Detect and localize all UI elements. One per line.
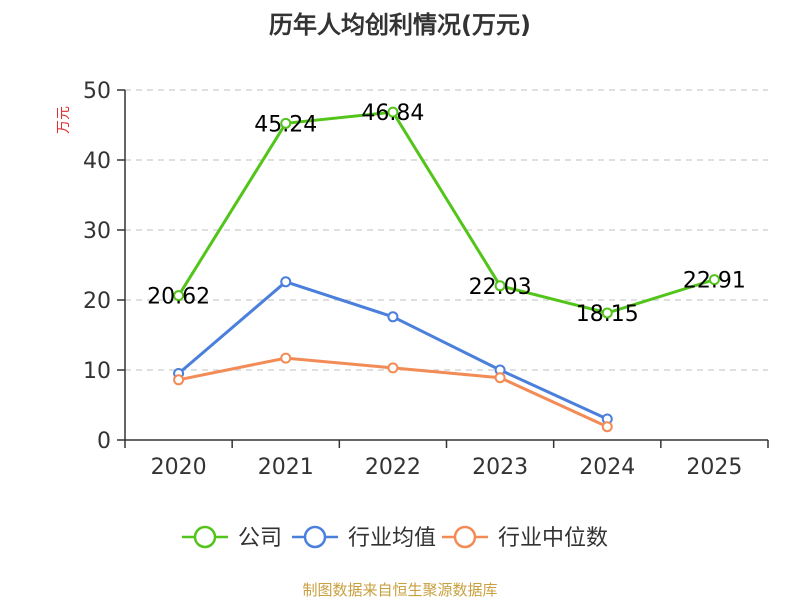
legend-marker [303,525,327,549]
source-note: 制图数据来自恒生聚源数据库 [302,581,497,599]
series-layer: 20.62 45.24 46.84 22.03 18.15 22.91 [147,101,746,433]
y-tick-label: 0 [97,429,111,454]
data-label: 45.24 [254,112,317,137]
data-label: 46.84 [361,101,424,126]
x-tick-label: 2024 [579,455,635,480]
x-tick-label: 2022 [365,455,421,480]
data-point[interactable] [708,274,720,286]
data-point[interactable] [601,421,613,433]
y-tick-label: 30 [83,219,111,244]
x-tick-label: 2020 [151,455,207,480]
data-point[interactable] [494,280,506,292]
data-point[interactable] [173,290,185,302]
legend-label: 行业中位数 [498,526,608,551]
series-1 [173,276,613,425]
data-point[interactable] [280,117,292,129]
y-tick-label: 10 [83,359,111,384]
legend-label: 行业均值 [348,526,436,551]
data-point[interactable] [387,362,399,374]
legend-marker [453,525,477,549]
data-point[interactable] [601,307,613,319]
legend-marker [193,525,217,549]
data-label: 22.03 [469,275,532,300]
data-label: 18.15 [576,302,639,327]
series-line [177,110,715,315]
legend-item-2[interactable]: 行业中位数 [442,525,608,551]
data-point[interactable] [387,106,399,118]
y-tick-label: 40 [83,149,111,174]
data-point[interactable] [387,311,399,323]
series-0 [173,106,720,319]
y-tick-label: 50 [83,79,111,104]
x-tick-label: 2023 [472,455,528,480]
data-label: 20.62 [147,285,210,310]
data-point[interactable] [280,276,292,288]
data-point[interactable] [280,352,292,364]
legend-item-1[interactable]: 行业均值 [292,525,436,551]
data-labels: 20.62 45.24 46.84 22.03 18.15 22.91 [147,101,746,327]
x-tick-label: 2021 [258,455,314,480]
data-point[interactable] [173,374,185,386]
y-axis-label: 万元 [56,106,72,134]
x-tick-label: 2025 [686,455,742,480]
data-point[interactable] [494,372,506,384]
legend-item-0[interactable]: 公司 [182,525,282,551]
legend-label: 公司 [238,526,282,551]
series-2 [173,352,613,433]
grid-lines [125,89,768,371]
data-label: 22.91 [683,269,746,294]
legend[interactable]: 公司 行业均值 行业中位数 [182,525,608,551]
chart-title: 历年人均创利情况(万元) [269,11,531,39]
axes: 0 10 20 30 40 50 2020 2021 2022 2023 2024 2025 [83,79,769,480]
y-tick-label: 20 [83,289,111,314]
